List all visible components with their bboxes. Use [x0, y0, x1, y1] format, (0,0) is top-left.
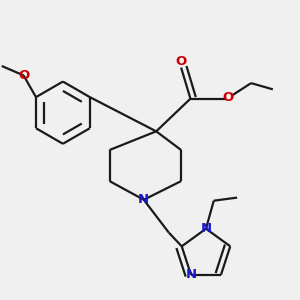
- Text: O: O: [18, 69, 29, 82]
- Text: N: N: [200, 222, 211, 235]
- Text: O: O: [222, 91, 233, 103]
- Text: N: N: [138, 193, 149, 206]
- Text: N: N: [185, 268, 197, 281]
- Text: O: O: [176, 55, 187, 68]
